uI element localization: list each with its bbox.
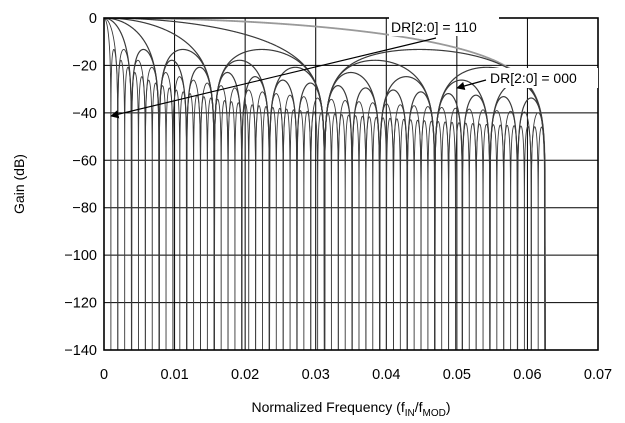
x-tick-label: 0.05 bbox=[443, 367, 471, 383]
x-tick-label: 0.03 bbox=[302, 367, 330, 383]
annotation-110-arrow bbox=[110, 37, 437, 119]
y-tick-label: −60 bbox=[72, 153, 97, 169]
y-tick-label: −140 bbox=[64, 343, 97, 359]
x-tick-labels: 0 0.01 0.02 0.03 0.04 0.05 0.06 0.07 bbox=[100, 367, 612, 383]
response-curve-6 bbox=[104, 18, 546, 350]
response-curve-1 bbox=[104, 18, 546, 350]
response-curve-0 bbox=[104, 18, 546, 350]
y-axis-title: Gain (dB) bbox=[11, 154, 27, 214]
y-tick-label: −100 bbox=[64, 248, 97, 264]
annotation-110-label: DR[2:0] = 110 bbox=[391, 19, 477, 35]
x-tick-label: 0.06 bbox=[513, 367, 541, 383]
x-tick-label: 0.01 bbox=[160, 367, 188, 383]
x-tick-label: 0 bbox=[100, 367, 108, 383]
y-tick-label: −40 bbox=[72, 106, 97, 122]
annotation-000-label: DR[2:0] = 000 bbox=[490, 70, 577, 86]
x-tick-label: 0.07 bbox=[584, 367, 612, 383]
annotation-000-arrow bbox=[456, 79, 487, 91]
y-tick-label: −80 bbox=[72, 201, 97, 217]
response-curves bbox=[104, 18, 546, 350]
annotation-000-bg bbox=[488, 68, 598, 88]
response-curve-4 bbox=[104, 18, 546, 350]
x-tick-label: 0.02 bbox=[231, 367, 259, 383]
x-axis-title: Normalized Frequency (fIN/fMOD) bbox=[251, 399, 450, 419]
annotation-110-bg bbox=[389, 16, 499, 36]
y-tick-label: −120 bbox=[64, 296, 97, 312]
annotations: DR[2:0] = 110 DR[2:0] = 000 bbox=[110, 16, 598, 119]
plot-frame bbox=[103, 17, 599, 351]
response-curve-2 bbox=[104, 18, 546, 350]
x-tick-label: 0.04 bbox=[372, 367, 400, 383]
response-curve-5 bbox=[104, 18, 546, 350]
y-tick-label: 0 bbox=[89, 11, 97, 27]
y-tick-labels: 0 −20 −40 −60 −80 −100 −120 −140 bbox=[64, 11, 97, 359]
y-tick-label: −20 bbox=[72, 58, 97, 74]
